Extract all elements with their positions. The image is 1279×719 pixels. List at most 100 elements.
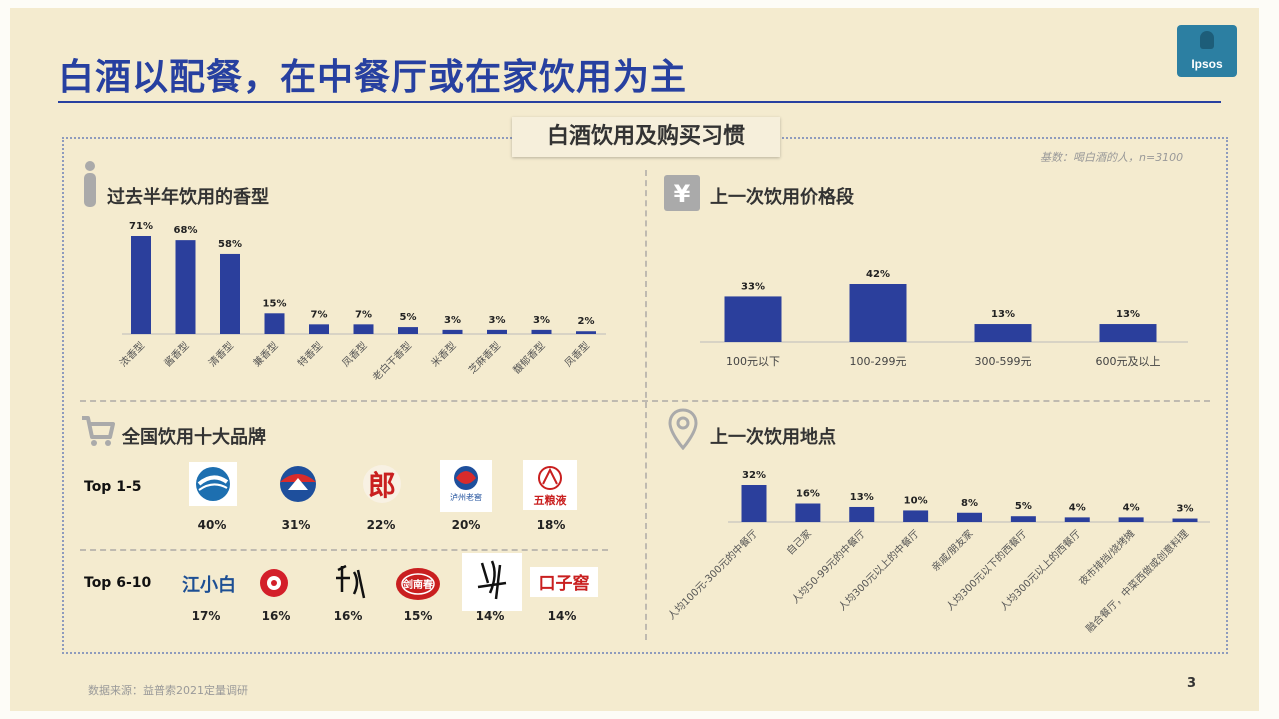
price-data-label: 33% [741,281,765,292]
aroma-bar [175,240,196,334]
brands-panel-title: 全国饮用十大品牌 [122,427,266,448]
price-bar [724,296,782,342]
aroma-data-label: 3% [533,315,550,326]
place-category-label: 融合餐厅，中菜西做或创意料理 [1083,527,1191,635]
brand-logo-10-icon [462,553,522,611]
place-bar [1064,517,1090,522]
aroma-data-label: 7% [311,309,328,320]
svg-text:郎: 郎 [368,469,396,502]
price-data-label: 42% [866,269,890,280]
brand-7-pct: 16% [261,609,291,623]
top-1-5-label: Top 1-5 [84,479,142,495]
svg-text:¥: ¥ [674,180,691,208]
place-data-label: 16% [796,489,820,500]
svg-text:五粮液: 五粮液 [534,493,568,507]
yen-icon: ¥ [664,175,700,211]
aroma-data-label: 2% [578,316,595,327]
place-bar [957,512,982,522]
price-category-label: 600元及以上 [1096,355,1161,368]
place-panel-title: 上一次饮用地点 [710,427,836,448]
place-data-label: 13% [850,492,874,503]
base-note: 基数：喝白酒的人，n=3100 [1040,151,1184,164]
aroma-panel-title: 过去半年饮用的香型 [107,187,269,208]
place-data-label: 8% [961,498,978,509]
location-pin-icon [668,408,698,450]
place-bar [741,485,767,522]
aroma-bar [131,236,151,334]
source-note: 数据来源：益普索2021定量调研 [88,684,248,697]
price-category-label: 300-599元 [975,355,1032,368]
ipsos-logo: Ipsos [1177,25,1237,77]
place-data-label: 4% [1069,502,1086,513]
place-category-label: 人均100元-300元的中餐厅 [665,527,760,622]
aroma-data-label: 7% [355,309,372,320]
aroma-bar [531,329,552,334]
svg-text:剑南春: 剑南春 [402,578,433,591]
aroma-data-label: 58% [218,239,242,250]
section-title: 白酒饮用及购买习惯 [512,117,780,157]
horizontal-divider [80,400,1210,402]
jiangxiaobai-logo-icon: 江小白 [182,574,236,596]
aroma-data-label: 5% [400,312,417,323]
svg-text:口子窖: 口子窖 [539,573,590,594]
brand-9-pct: 15% [403,609,433,623]
place-bar [795,503,821,522]
brand-10-pct: 14% [475,609,505,623]
aroma-bar [309,324,329,334]
price-bar [849,284,907,342]
brand-1-pct: 40% [197,518,227,532]
place-data-label: 4% [1123,502,1140,513]
page-number: 3 [1187,676,1197,691]
shopping-cart-icon [82,416,115,446]
place-bar [849,506,875,522]
place-category-label: 自己家 [784,527,814,557]
title-underline [58,101,1221,103]
aroma-bar [442,329,463,334]
brand-8-pct: 16% [333,609,363,623]
ipsos-logo-text: Ipsos [1191,57,1223,71]
aroma-bar [487,329,507,334]
place-category-label: 夜市排挡/烧烤摊 [1076,527,1137,588]
wuliangye-logo-icon: 五粮液 [523,460,577,510]
page-title: 白酒以配餐，在中餐厅或在家饮用为主 [58,57,688,98]
lang-logo-icon: 郎 [363,465,401,503]
place-category-label: 亲戚/朋友家 [929,527,976,574]
person-icon [84,161,96,207]
price-panel-title: 上一次饮用价格段 [710,187,854,208]
kouzijiao-logo-icon: 口子窖 [530,567,598,597]
vertical-divider [645,170,647,640]
brand-3-pct: 22% [366,518,396,532]
place-data-label: 10% [904,495,928,506]
brand-2-pct: 31% [281,518,311,532]
price-category-label: 100-299元 [850,355,907,368]
ipsos-logo-mark-icon [1200,31,1214,49]
top-6-10-label: Top 6-10 [84,575,152,591]
place-data-label: 3% [1177,504,1194,515]
place-bar [1010,516,1036,522]
aroma-bar [220,253,240,334]
aroma-data-label: 15% [263,298,287,309]
price-category-label: 100元以下 [726,355,780,368]
price-data-label: 13% [1116,309,1140,320]
aroma-bar [576,331,596,334]
brand-5-pct: 18% [536,518,566,532]
aroma-bar [264,313,285,334]
aroma-data-label: 3% [444,315,461,326]
brand-row-divider [80,549,608,551]
place-data-label: 32% [742,470,766,481]
svg-text:江小白: 江小白 [182,574,236,596]
place-bar [1172,518,1198,522]
svg-text:泸州老窖: 泸州老窖 [450,492,482,502]
price-bar [1099,324,1157,342]
aroma-bar [398,327,418,334]
luzhou-laojiao-logo-icon: 泸州老窖 [440,460,492,512]
jiannanchun-logo-icon: 剑南春 [396,568,440,600]
place-bar [1118,517,1144,522]
brand-11-pct: 14% [547,609,577,623]
brand-4-pct: 20% [451,518,481,532]
place-data-label: 5% [1015,501,1032,512]
price-bar [974,324,1032,342]
